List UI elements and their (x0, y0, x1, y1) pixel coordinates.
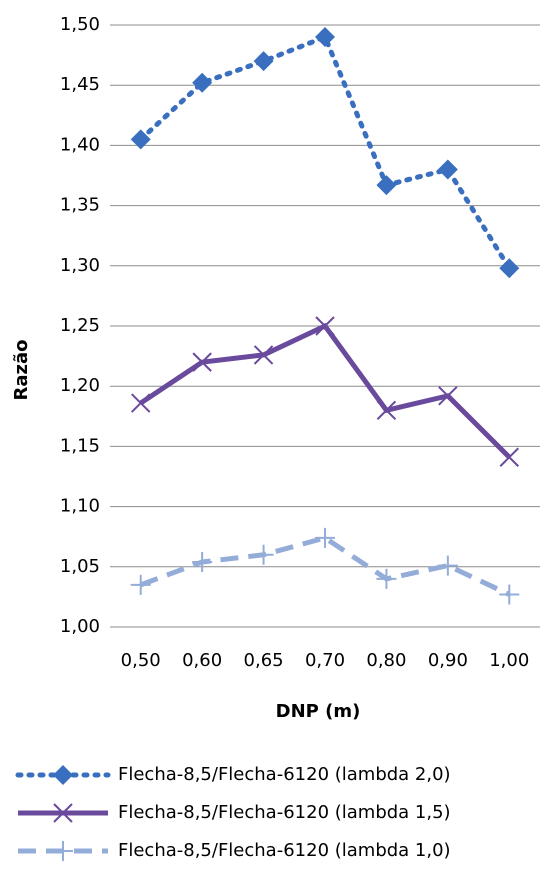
marker (130, 574, 151, 595)
y-tick-label: 1,30 (60, 255, 100, 276)
y-tick-label: 1,20 (60, 375, 100, 396)
marker (253, 345, 274, 365)
x-tick-label: 0,80 (366, 650, 406, 671)
marker (376, 400, 397, 420)
y-tick-label: 1,05 (60, 556, 100, 577)
marker (315, 527, 335, 548)
marker (499, 258, 520, 279)
marker (192, 551, 213, 572)
x-axis-title: DNP (m) (276, 701, 361, 722)
marker (192, 352, 212, 372)
x-tick-label: 0,65 (244, 650, 284, 671)
y-tick-label: 1,00 (60, 616, 100, 637)
marker (130, 129, 151, 150)
marker (437, 555, 458, 576)
marker (53, 765, 73, 785)
marker (499, 447, 519, 467)
y-tick-label: 1,40 (60, 134, 100, 155)
legend-label: Flecha-8,5/Flecha-6120 (lambda 1,5) (118, 802, 451, 823)
x-tick-label: 0,70 (305, 650, 345, 671)
y-tick-label: 1,35 (60, 195, 100, 216)
y-tick-label: 1,50 (60, 14, 100, 35)
marker (438, 386, 458, 406)
y-tick-label: 1,25 (60, 315, 100, 336)
marker (131, 393, 151, 413)
marker (53, 841, 73, 861)
marker (315, 316, 335, 336)
marker (253, 544, 274, 565)
marker (437, 159, 458, 180)
marker (253, 51, 274, 72)
marker (192, 72, 213, 93)
legend-label: Flecha-8,5/Flecha-6120 (lambda 2,0) (118, 764, 451, 785)
marker (53, 803, 73, 823)
series-line (138, 33, 512, 271)
marker (376, 568, 397, 589)
y-axis-title: Razão (11, 340, 32, 401)
x-tick-label: 0,50 (121, 650, 161, 671)
y-tick-label: 1,10 (60, 496, 100, 517)
x-tick-label: 0,90 (428, 650, 468, 671)
y-tick-label: 1,45 (60, 74, 100, 95)
x-tick-label: 1,00 (489, 650, 529, 671)
x-tick-label: 0,60 (182, 650, 222, 671)
marker (315, 27, 335, 48)
marker (499, 584, 520, 605)
marker (376, 175, 397, 196)
series-line (139, 322, 512, 460)
legend-label: Flecha-8,5/Flecha-6120 (lambda 1,0) (118, 840, 451, 861)
y-tick-label: 1,15 (60, 435, 100, 456)
